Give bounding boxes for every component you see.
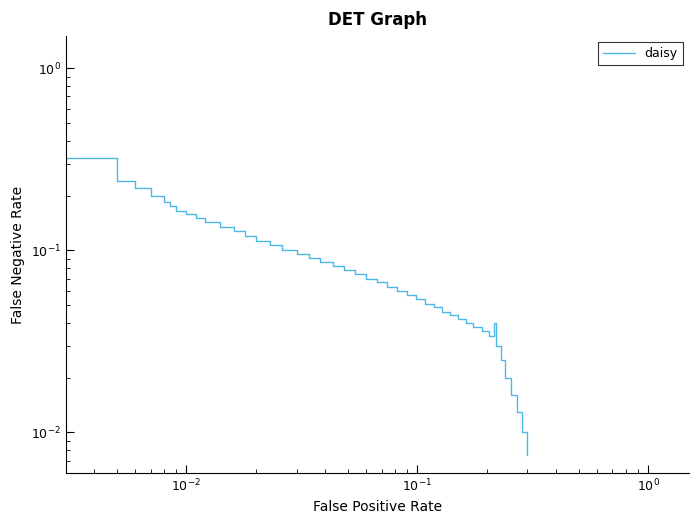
daisy (230, 224, 238, 230)
Line: daisy: daisy (66, 159, 528, 455)
daisy (216, 219, 224, 225)
daisy (490, 320, 498, 326)
daisy (524, 452, 532, 458)
daisy (166, 198, 174, 205)
Y-axis label: False Negative Rate: False Negative Rate (11, 185, 25, 323)
daisy (62, 155, 70, 162)
daisy (518, 429, 526, 436)
daisy (518, 408, 526, 415)
X-axis label: False Positive Rate: False Positive Rate (313, 500, 442, 514)
Legend: daisy: daisy (598, 43, 682, 66)
Title: DET Graph: DET Graph (328, 11, 427, 29)
